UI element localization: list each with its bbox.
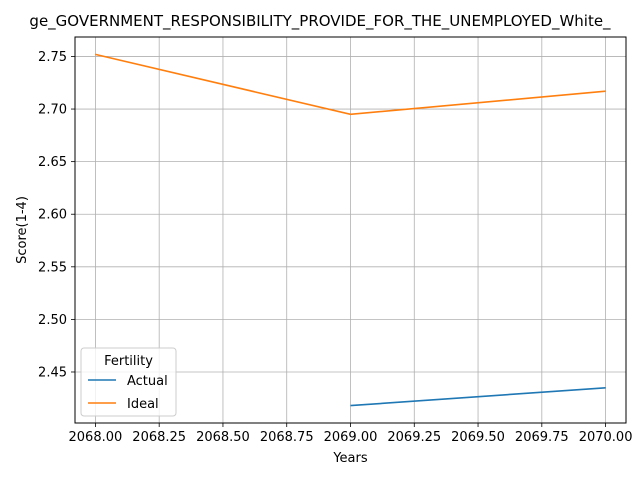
legend-label-ideal: Ideal <box>127 397 159 412</box>
y-tick-label: 2.55 <box>38 260 67 275</box>
y-tick-label: 2.75 <box>38 50 67 65</box>
x-tick-label: 2069.00 <box>324 430 378 445</box>
y-tick-label: 2.45 <box>38 365 67 380</box>
x-tick-label: 2069.75 <box>515 430 569 445</box>
series-lines <box>95 53 606 407</box>
grid-lines <box>75 37 626 423</box>
y-tick-label: 2.65 <box>38 155 67 170</box>
x-tick-label: 2068.25 <box>132 430 186 445</box>
y-axis-label: Score(1-4) <box>15 196 30 264</box>
legend: Fertility Actual Ideal <box>80 347 177 417</box>
x-tick-label: 2069.50 <box>451 430 505 445</box>
y-tick-label: 2.60 <box>38 208 67 223</box>
x-tick-label: 2069.25 <box>387 430 441 445</box>
x-tick-label: 2068.50 <box>196 430 250 445</box>
legend-box <box>80 347 177 417</box>
y-axis-ticks: 2.45 2.50 2.55 2.60 2.65 2.70 2.75 <box>38 50 75 380</box>
legend-label-actual: Actual <box>127 374 168 389</box>
series-line-ideal <box>95 53 606 116</box>
y-tick-label: 2.70 <box>38 103 67 118</box>
x-axis-ticks: 2068.00 2068.25 2068.50 2068.75 2069.00 2069.… <box>69 423 633 445</box>
x-tick-label: 2070.00 <box>579 430 633 445</box>
legend-items: Actual Ideal <box>88 374 168 412</box>
chart-title: ge_GOVERNMENT_RESPONSIBILITY_PROVIDE_FOR… <box>29 12 611 31</box>
x-tick-label: 2068.75 <box>260 430 314 445</box>
x-tick-label: 2068.00 <box>69 430 123 445</box>
y-tick-label: 2.50 <box>38 313 67 328</box>
series-line-actual <box>350 387 606 407</box>
legend-title: Fertility <box>104 354 153 369</box>
x-axis-label: Years <box>332 451 368 466</box>
